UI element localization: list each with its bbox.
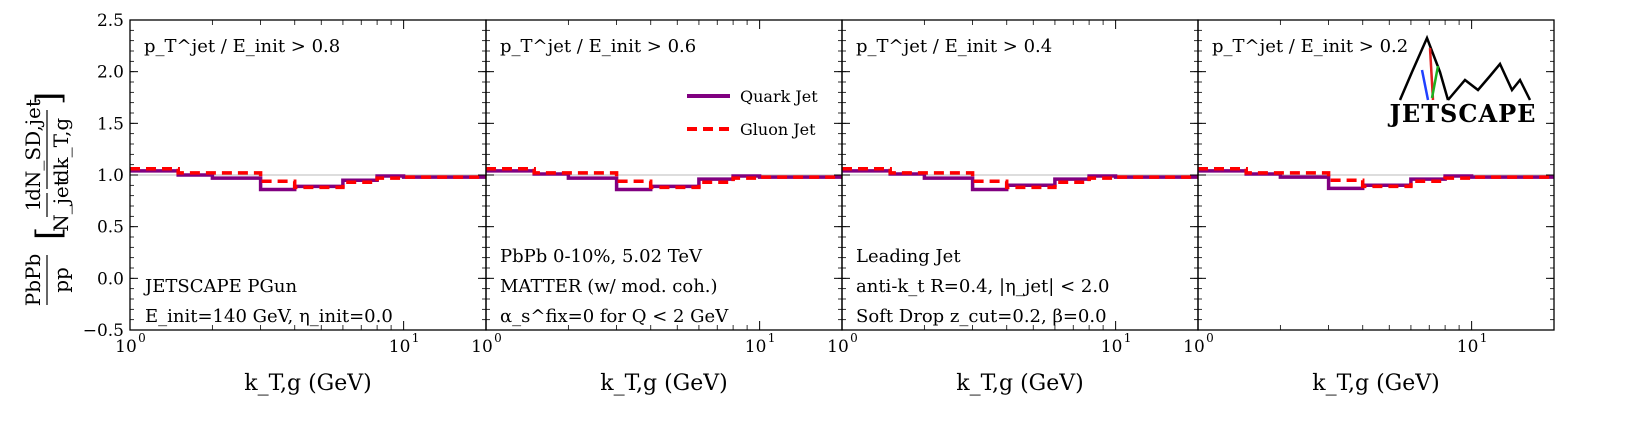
x-tick-label-exponent: 1 xyxy=(412,331,420,345)
series-gluon-line xyxy=(842,167,1198,190)
x-tick-label-exponent: 1 xyxy=(1480,331,1488,345)
x-tick-label-exponent: 0 xyxy=(138,331,146,345)
x-tick-label: 10 xyxy=(471,337,493,357)
panel-title: p_T^jet / E_init > 0.2 xyxy=(1212,36,1408,57)
x-tick-label: 10 xyxy=(1457,337,1479,357)
anno-antikt: anti-k_t R=0.4, |η_jet| < 2.0 xyxy=(856,276,1110,297)
panel-1: −0.50.00.51.01.52.02.510 0 10 1k_T,g (GeV)p… xyxy=(83,11,487,396)
panel-title: p_T^jet / E_init > 0.6 xyxy=(500,36,696,57)
series-gluon-line xyxy=(486,167,842,190)
x-tick-label-exponent: 1 xyxy=(768,331,776,345)
x-axis-label: k_T,g (GeV) xyxy=(244,371,372,396)
annotations-panel-2: PbPb 0-10%, 5.02 TeV MATTER (w/ mod. coh… xyxy=(500,246,729,327)
x-axis-label: k_T,g (GeV) xyxy=(600,371,728,396)
x-axis-label: k_T,g (GeV) xyxy=(956,371,1084,396)
panel-title: p_T^jet / E_init > 0.4 xyxy=(856,36,1052,57)
y-tick-label: −0.5 xyxy=(83,321,124,341)
ylabel-ratio-den: pp xyxy=(49,267,73,293)
panel-2: 10 0 10 1k_T,g (GeV)p_T^jet / E_init > 0.6 xyxy=(471,19,843,396)
panel-4: 10 0 10 1k_T,g (GeV)p_T^jet / E_init > 0.2 xyxy=(1183,19,1555,396)
ylabel-dn: dN_SD,jet xyxy=(21,99,45,201)
series-gluon-line xyxy=(1198,167,1554,189)
x-tick-label: 10 xyxy=(1183,337,1205,357)
anno-matter: MATTER (w/ mod. coh.) xyxy=(500,276,718,297)
panel-3: 10 0 10 1k_T,g (GeV)p_T^jet / E_init > 0.4 xyxy=(827,19,1199,396)
x-tick-label: 10 xyxy=(745,337,767,357)
logo-ridge xyxy=(1447,61,1532,101)
panels: −0.50.00.51.01.52.02.510 0 10 1k_T,g (GeV)p… xyxy=(83,11,1555,396)
legend-label-quark: Quark Jet xyxy=(740,87,818,106)
x-tick-label-exponent: 0 xyxy=(850,331,858,345)
logo-green-line xyxy=(1430,65,1440,99)
y-tick-label: 2.0 xyxy=(97,63,124,83)
panel-title: p_T^jet / E_init > 0.8 xyxy=(144,36,340,57)
x-tick-label-exponent: 0 xyxy=(494,331,502,345)
x-tick-label-exponent: 0 xyxy=(1206,331,1214,345)
ylabel-njet: N_jet xyxy=(49,178,73,232)
y-tick-label: 0.0 xyxy=(97,269,124,289)
x-axis-label: k_T,g (GeV) xyxy=(1312,371,1440,396)
anno-einit: E_init=140 GeV, η_init=0.0 xyxy=(145,306,393,327)
anno-pbpb: PbPb 0-10%, 5.02 TeV xyxy=(500,246,703,267)
ylabel-bracket-right: ] xyxy=(29,92,69,105)
anno-leading: Leading Jet xyxy=(856,246,961,267)
ylabel-dk: dk_T,g xyxy=(49,118,73,183)
y-tick-label: 2.5 xyxy=(97,11,124,31)
legend-label-gluon: Gluon Jet xyxy=(740,120,816,139)
anno-softdrop: Soft Drop z_cut=0.2, β=0.0 xyxy=(856,306,1107,327)
ylabel-bracket-left: [ xyxy=(29,227,69,240)
y-tick-label: 1.5 xyxy=(97,114,124,134)
logo-blue-line xyxy=(1420,69,1430,101)
jetscape-logo: JETSCAPE xyxy=(1388,34,1537,128)
logo-mountain-outline xyxy=(1398,34,1450,101)
x-tick-label-exponent: 1 xyxy=(1124,331,1132,345)
logo-text: JETSCAPE xyxy=(1388,99,1537,128)
y-axis-label: PbPb pp [ 1 N_jet dN_SD,jet dk_T,g ] xyxy=(21,92,73,307)
y-tick-label: 1.0 xyxy=(97,166,124,186)
ylabel-ratio-num: PbPb xyxy=(21,254,45,307)
ylabel-one: 1 xyxy=(21,199,45,212)
x-tick-label: 10 xyxy=(827,337,849,357)
y-tick-label: 0.5 xyxy=(97,218,124,238)
x-tick-label: 10 xyxy=(1101,337,1123,357)
annotations-panel-1: JETSCAPE PGun E_init=140 GeV, η_init=0.0 xyxy=(143,276,393,327)
anno-alpha: α_s^fix=0 for Q < 2 GeV xyxy=(500,306,729,327)
x-tick-label: 10 xyxy=(115,337,137,357)
legend: Quark Jet Gluon Jet xyxy=(687,87,818,139)
anno-pgun: JETSCAPE PGun xyxy=(143,276,298,297)
x-tick-label: 10 xyxy=(389,337,411,357)
series-gluon-line xyxy=(130,167,486,190)
annotations-panel-3: Leading Jet anti-k_t R=0.4, |η_jet| < 2.… xyxy=(856,246,1110,327)
